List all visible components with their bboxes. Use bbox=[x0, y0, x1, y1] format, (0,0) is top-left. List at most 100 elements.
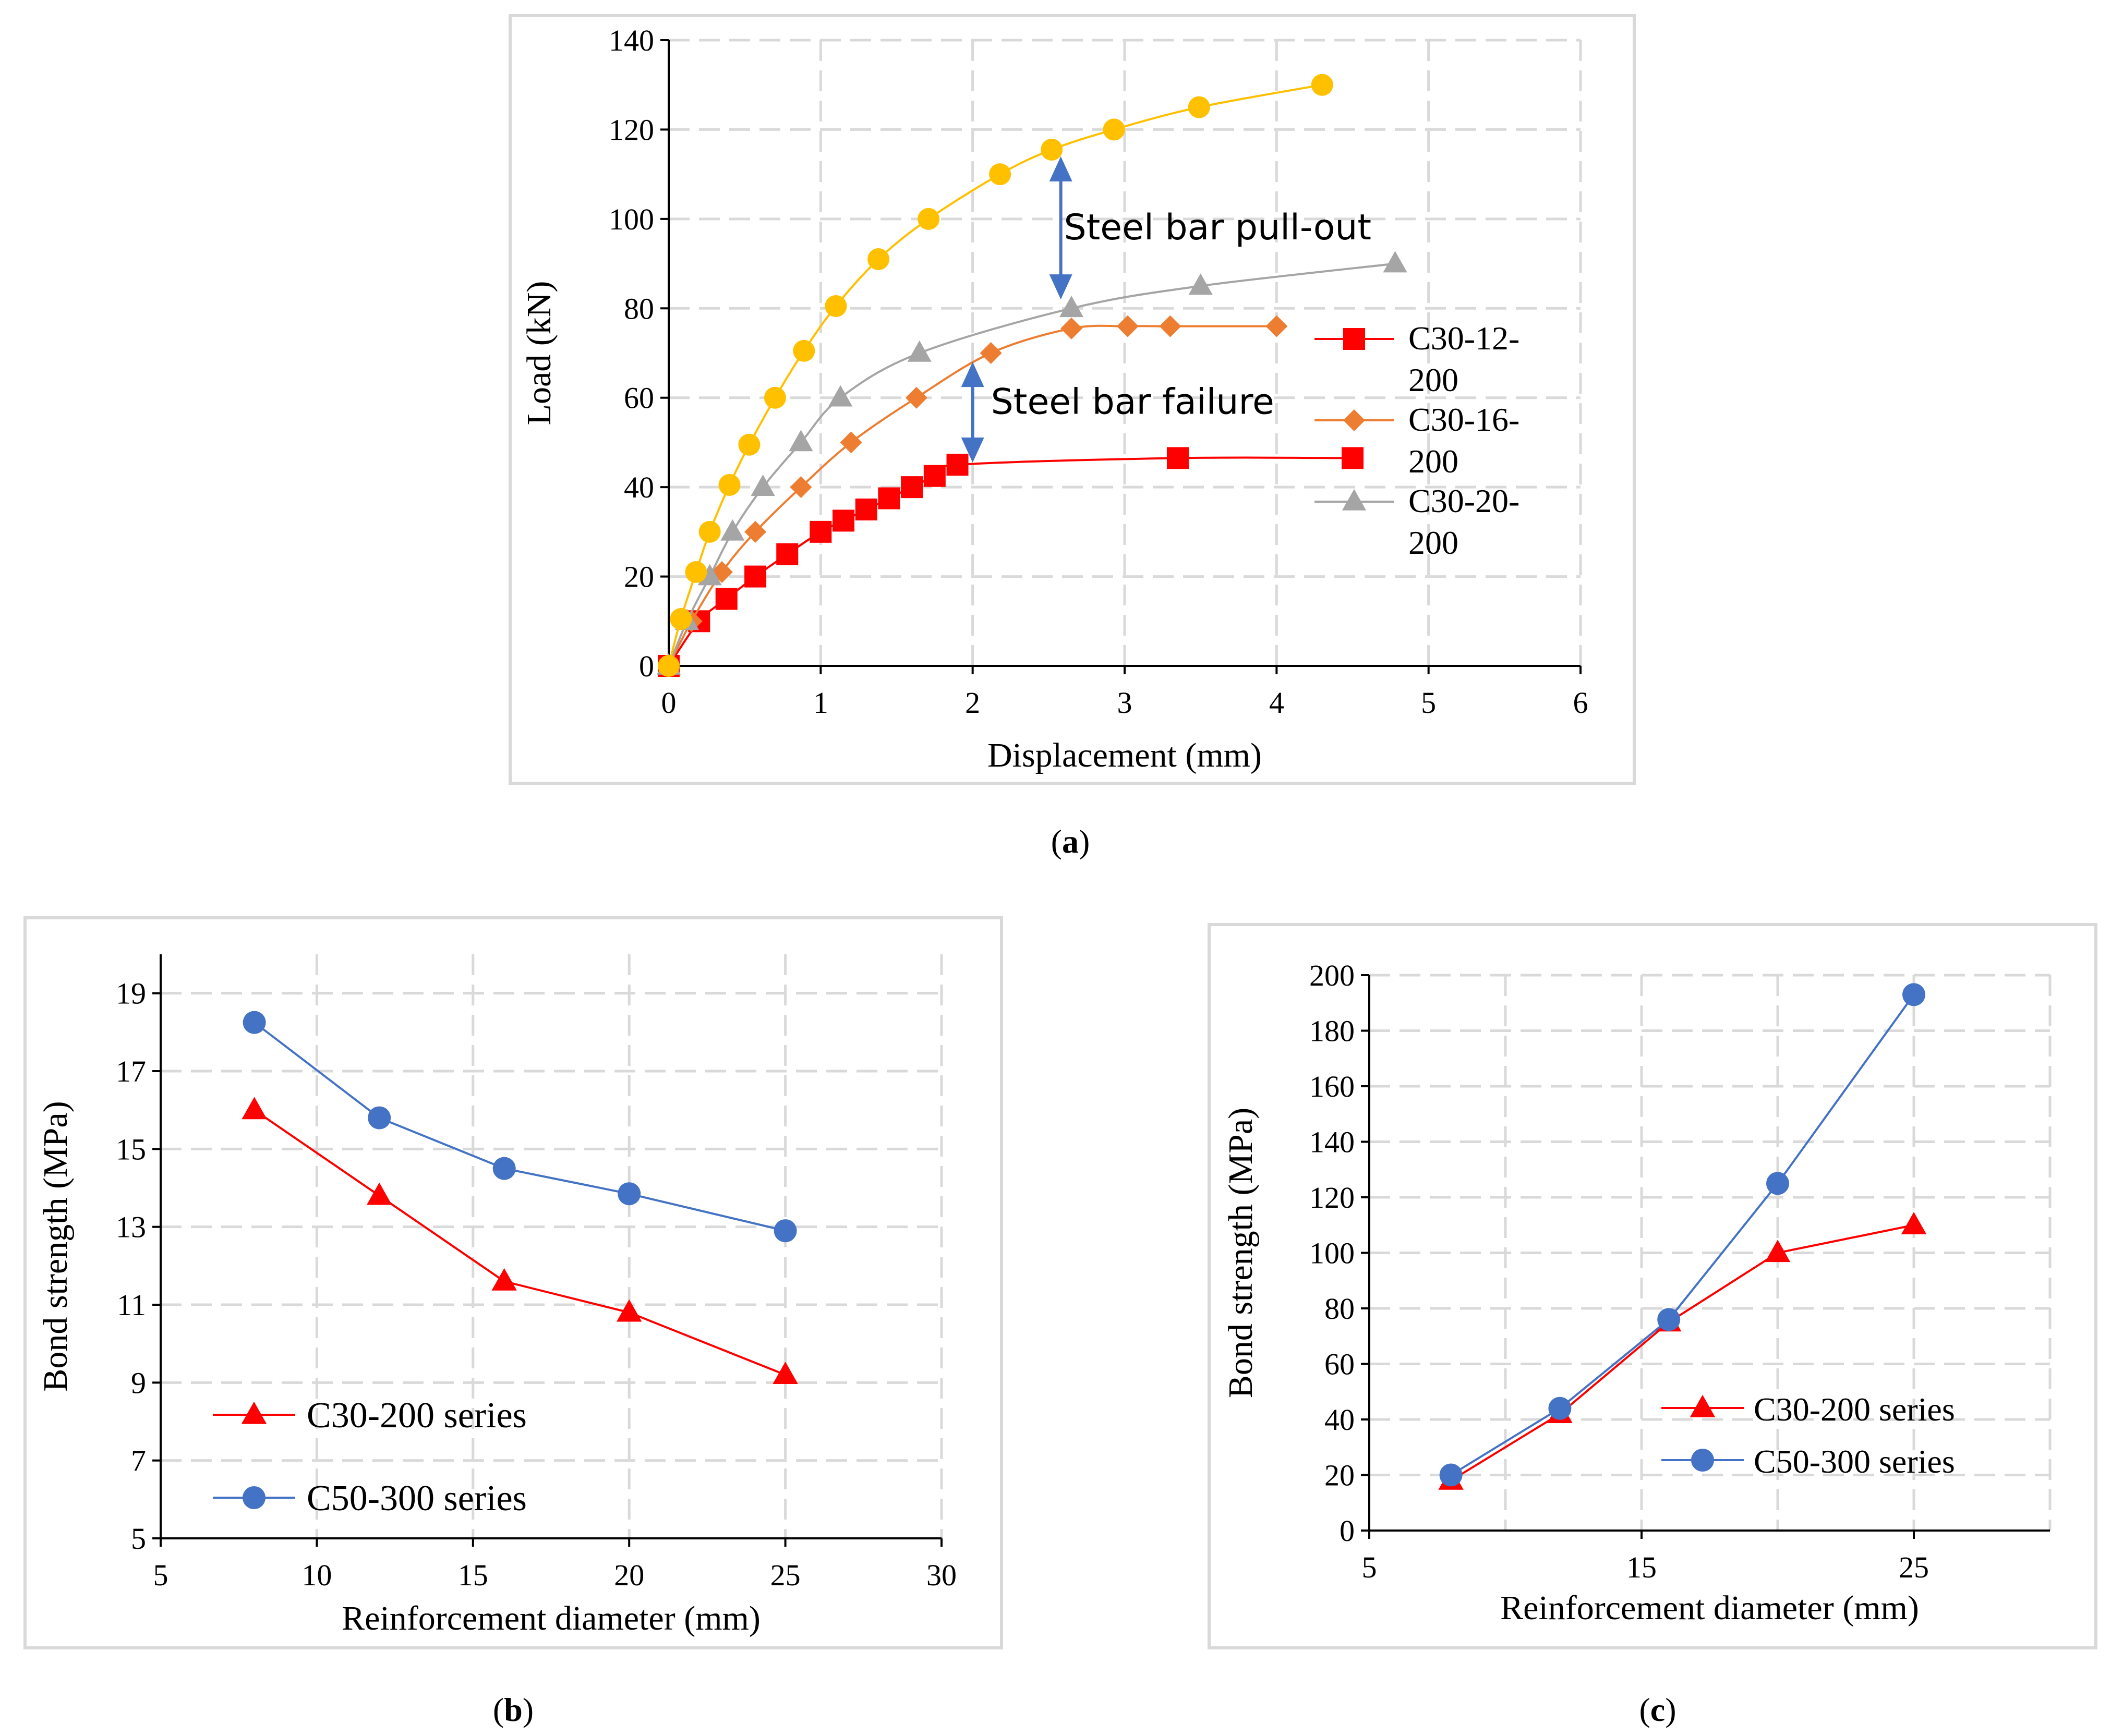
data-point bbox=[1041, 139, 1063, 161]
data-point bbox=[718, 474, 741, 496]
data-point bbox=[776, 543, 799, 565]
data-point bbox=[1902, 983, 1925, 1006]
data-point bbox=[1116, 315, 1139, 337]
data-point bbox=[867, 248, 890, 270]
data-point bbox=[1060, 317, 1083, 339]
y-tick-label: 17 bbox=[116, 1054, 146, 1088]
data-point bbox=[751, 474, 775, 496]
panel-c-caption: (c) bbox=[1639, 1691, 1676, 1728]
y-tick-label: 100 bbox=[1309, 1236, 1355, 1270]
data-point bbox=[1342, 447, 1364, 469]
data-point bbox=[698, 520, 721, 543]
legend-label: C50-300 series bbox=[307, 1478, 527, 1519]
annotation-label: Steel bar pull-out bbox=[1064, 207, 1371, 248]
y-tick-label: 11 bbox=[117, 1288, 146, 1322]
data-point bbox=[1766, 1172, 1789, 1195]
x-tick-label: 2 bbox=[965, 686, 980, 720]
data-point bbox=[1439, 1463, 1463, 1487]
data-point bbox=[789, 430, 813, 452]
x-tick-label: 10 bbox=[301, 1558, 332, 1592]
legend-label-cont: 200 bbox=[1408, 361, 1458, 398]
x-tick-label: 15 bbox=[1626, 1550, 1657, 1584]
data-point bbox=[720, 519, 745, 541]
data-point bbox=[764, 386, 786, 409]
annotation-arrowhead-up bbox=[961, 362, 984, 387]
data-point bbox=[1311, 74, 1333, 96]
x-tick-label: 3 bbox=[1117, 686, 1132, 720]
data-point bbox=[670, 608, 692, 630]
data-point bbox=[825, 295, 847, 317]
x-tick-label: 5 bbox=[153, 1558, 168, 1592]
data-point bbox=[793, 339, 815, 362]
y-tick-label: 120 bbox=[1309, 1181, 1355, 1215]
y-tick-label: 60 bbox=[1324, 1347, 1355, 1381]
data-point bbox=[907, 340, 932, 362]
data-point bbox=[744, 520, 767, 543]
data-point bbox=[918, 208, 940, 230]
data-point bbox=[901, 476, 923, 499]
y-tick-label: 180 bbox=[1309, 1014, 1355, 1048]
data-point bbox=[833, 509, 855, 532]
panel-b-caption: (b) bbox=[493, 1691, 534, 1728]
x-tick-label: 25 bbox=[1899, 1550, 1929, 1584]
y-tick-label: 40 bbox=[1324, 1403, 1355, 1437]
legend-label: C30-200 series bbox=[307, 1395, 527, 1436]
x-tick-label: 15 bbox=[458, 1558, 488, 1592]
x-axis-label: Reinforcement diameter (mm) bbox=[1500, 1589, 1919, 1627]
data-point bbox=[1166, 447, 1189, 469]
data-point bbox=[658, 655, 680, 677]
data-point bbox=[790, 476, 812, 499]
x-tick-label: 5 bbox=[1421, 686, 1436, 720]
annotation-label: Steel bar failure bbox=[991, 381, 1274, 422]
legend-label-cont: 200 bbox=[1408, 443, 1458, 480]
y-axis-label: Load (kN) bbox=[520, 281, 558, 426]
x-tick-label: 5 bbox=[1362, 1550, 1377, 1584]
x-tick-label: 4 bbox=[1269, 686, 1284, 720]
y-tick-label: 0 bbox=[1340, 1514, 1355, 1548]
y-tick-label: 160 bbox=[1309, 1070, 1355, 1103]
data-point bbox=[715, 588, 738, 610]
data-point bbox=[1103, 118, 1125, 141]
data-point bbox=[1657, 1308, 1681, 1331]
legend-marker bbox=[1690, 1394, 1716, 1417]
data-point bbox=[855, 499, 877, 520]
data-point bbox=[989, 163, 1011, 186]
y-tick-label: 15 bbox=[116, 1132, 146, 1166]
data-point bbox=[828, 385, 853, 407]
data-point bbox=[242, 1097, 267, 1120]
x-tick-label: 1 bbox=[813, 686, 828, 720]
legend-label: C50-300 series bbox=[1754, 1443, 1955, 1480]
legend-marker bbox=[1343, 409, 1365, 431]
x-tick-label: 20 bbox=[614, 1558, 644, 1592]
data-point bbox=[744, 565, 767, 588]
data-point bbox=[946, 454, 969, 476]
data-point bbox=[1188, 96, 1210, 118]
y-tick-label: 200 bbox=[1309, 958, 1355, 992]
y-tick-label: 7 bbox=[131, 1444, 146, 1478]
x-tick-label: 25 bbox=[770, 1558, 801, 1592]
x-tick-label: 6 bbox=[1573, 686, 1588, 720]
legend-label: C30-20- bbox=[1408, 482, 1519, 519]
data-point bbox=[1265, 315, 1288, 337]
y-tick-label: 5 bbox=[131, 1522, 146, 1556]
x-tick-label: 0 bbox=[661, 686, 677, 720]
data-point bbox=[492, 1157, 516, 1180]
data-point bbox=[840, 431, 862, 454]
annotation-arrowhead-up bbox=[1049, 156, 1072, 181]
y-tick-label: 20 bbox=[624, 560, 654, 594]
data-point bbox=[1765, 1240, 1791, 1262]
y-axis-label: Bond strength (MPa) bbox=[1222, 1108, 1260, 1398]
data-point bbox=[905, 386, 927, 409]
y-tick-label: 0 bbox=[639, 649, 654, 683]
chart-b: 5 10 15 20 25 30 5 7 9 11 13 15 17 19 Reinforcement di… bbox=[37, 954, 957, 1637]
data-point bbox=[1548, 1397, 1572, 1420]
y-tick-label: 9 bbox=[131, 1366, 146, 1400]
data-point bbox=[366, 1182, 392, 1205]
y-tick-label: 20 bbox=[1324, 1459, 1355, 1492]
annotation-arrowhead-down bbox=[1049, 274, 1072, 300]
data-point bbox=[878, 487, 900, 509]
data-point bbox=[618, 1182, 641, 1206]
panel-c-frame bbox=[1208, 923, 2097, 1649]
data-point bbox=[810, 520, 832, 543]
